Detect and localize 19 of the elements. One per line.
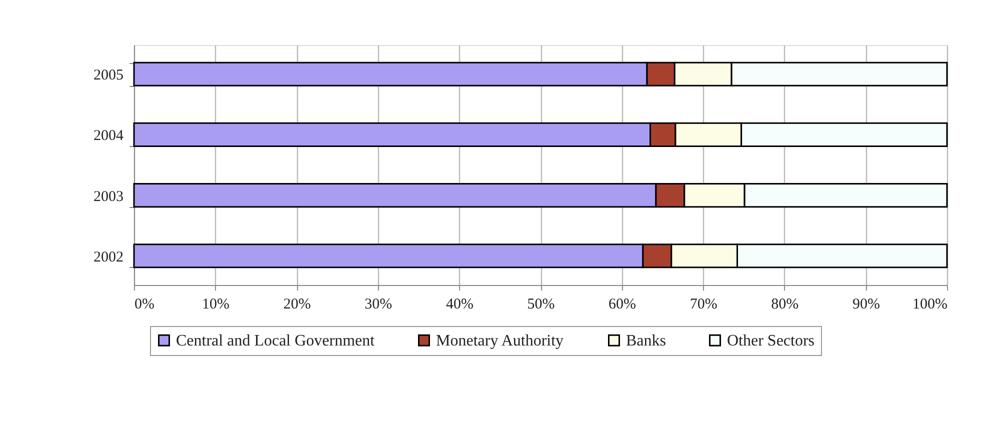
x-tick-label: 30% bbox=[364, 296, 392, 312]
x-tick-label: 60% bbox=[608, 296, 636, 312]
x-tick-label: 20% bbox=[283, 296, 311, 312]
y-tick-label: 2002 bbox=[94, 249, 124, 266]
x-tick-label: 90% bbox=[852, 296, 880, 312]
x-tick-label: 0% bbox=[134, 296, 154, 312]
x-tick-label: 40% bbox=[446, 296, 474, 312]
x-tick-label: 100% bbox=[912, 296, 948, 312]
x-tick-label: 80% bbox=[771, 296, 799, 312]
y-tick-label: 2005 bbox=[94, 68, 124, 84]
x-tick-label: 70% bbox=[690, 296, 718, 312]
x-tick-label: 10% bbox=[202, 296, 230, 312]
x-tick-label: 50% bbox=[527, 296, 555, 312]
legend-label: Other Sectors bbox=[727, 332, 815, 350]
y-tick-label: 2003 bbox=[94, 188, 124, 205]
legend-label: Banks bbox=[626, 332, 666, 350]
y-tick-label: 2004 bbox=[94, 128, 124, 144]
legend-label: Central and Local Government bbox=[176, 332, 376, 350]
legend-label: Monetary Authority bbox=[436, 332, 564, 350]
